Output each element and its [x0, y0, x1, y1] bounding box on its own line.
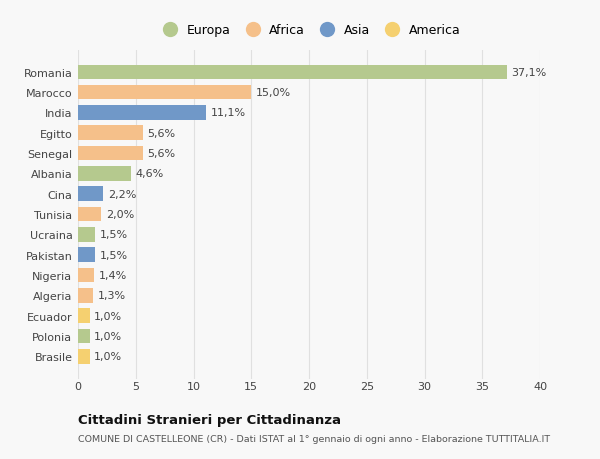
Bar [78, 65, 506, 80]
Text: 1,3%: 1,3% [98, 291, 126, 301]
Text: 1,0%: 1,0% [94, 331, 122, 341]
Text: 4,6%: 4,6% [136, 169, 164, 179]
Bar [78, 187, 103, 202]
Text: 11,1%: 11,1% [211, 108, 246, 118]
Text: 5,6%: 5,6% [148, 149, 175, 159]
Text: 1,4%: 1,4% [99, 270, 127, 280]
Text: 1,0%: 1,0% [94, 352, 122, 361]
Text: 15,0%: 15,0% [256, 88, 291, 98]
Legend: Europa, Africa, Asia, America: Europa, Africa, Asia, America [158, 24, 460, 37]
Text: 1,0%: 1,0% [94, 311, 122, 321]
Bar [78, 268, 94, 283]
Bar [78, 248, 95, 263]
Bar [78, 207, 101, 222]
Bar [78, 228, 95, 242]
Text: 2,2%: 2,2% [108, 189, 136, 199]
Bar [78, 106, 206, 121]
Bar [78, 146, 143, 161]
Text: 37,1%: 37,1% [511, 68, 547, 78]
Text: Cittadini Stranieri per Cittadinanza: Cittadini Stranieri per Cittadinanza [78, 413, 341, 426]
Bar [78, 126, 143, 141]
Bar [78, 329, 89, 343]
Bar [78, 167, 131, 181]
Text: 5,6%: 5,6% [148, 129, 175, 139]
Text: 1,5%: 1,5% [100, 250, 128, 260]
Bar [78, 288, 93, 303]
Text: COMUNE DI CASTELLEONE (CR) - Dati ISTAT al 1° gennaio di ogni anno - Elaborazion: COMUNE DI CASTELLEONE (CR) - Dati ISTAT … [78, 434, 550, 443]
Text: 2,0%: 2,0% [106, 210, 134, 219]
Text: 1,5%: 1,5% [100, 230, 128, 240]
Bar [78, 349, 89, 364]
Bar [78, 86, 251, 100]
Bar [78, 308, 89, 323]
